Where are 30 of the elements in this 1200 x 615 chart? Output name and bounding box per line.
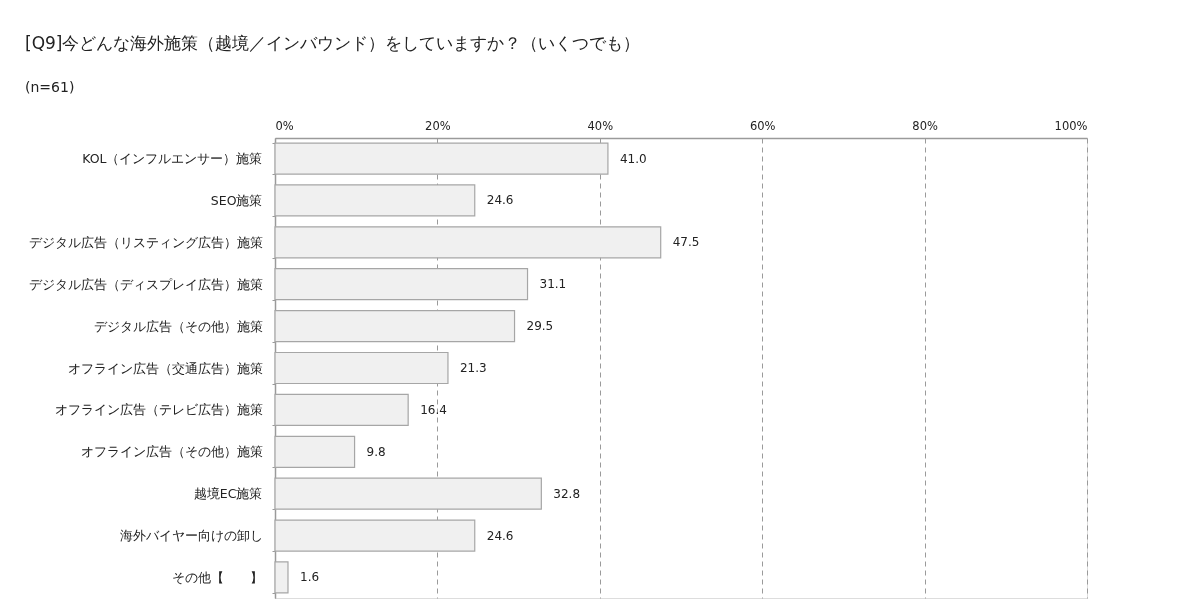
data-label: 21.3 [459, 361, 487, 375]
y-tick-label: オフライン広告（その他）施策 [80, 444, 263, 460]
data-label: 9.8 [366, 444, 386, 459]
y-tick-label: オフライン広告（テレビ広告）施策 [54, 402, 263, 418]
x-tick-label: 80% [912, 118, 938, 133]
data-label: 24.6 [486, 193, 514, 208]
y-tick-label: その他【 】 [171, 569, 263, 585]
text: (n=61) [25, 79, 75, 95]
data-label: 47.5 [672, 235, 700, 250]
chart-title: [Q9]今どんな海外施策（越境／インバウンド）をしていますか？（いくつでも） [25, 33, 641, 53]
data-label: 32.8 [553, 486, 581, 501]
data-label: 16.4 [420, 402, 447, 417]
data-label: 41.0 [619, 151, 647, 166]
y-tick-label: デジタル広告（ディスプレイ広告）施策 [28, 276, 263, 292]
data-label: 1.6 [299, 570, 320, 585]
x-tick-label: 60% [749, 118, 776, 133]
x-tick-label: 40% [587, 118, 614, 133]
y-tick-label: SEO施策 [210, 192, 263, 208]
y-tick-label: デジタル広告（その他）施策 [93, 318, 263, 334]
y-tick-label: 越境EC施策 [193, 486, 263, 502]
data-label: 24.6 [486, 528, 514, 543]
x-tick-label: 0% [275, 118, 294, 133]
y-tick-label: オフライン広告（交通広告）施策 [67, 360, 263, 376]
y-tick-label: KOL（インフルエンサー）施策 [82, 151, 263, 167]
y-tick-label: デジタル広告（リスティング広告）施策 [28, 234, 263, 250]
data-label: 31.1 [539, 277, 567, 292]
x-tick-label: 20% [425, 118, 451, 133]
x-tick-label: 100% [1054, 118, 1088, 133]
y-tick-label: 海外バイヤー向けの卸し [119, 528, 263, 544]
data-label: 29.5 [526, 319, 554, 334]
